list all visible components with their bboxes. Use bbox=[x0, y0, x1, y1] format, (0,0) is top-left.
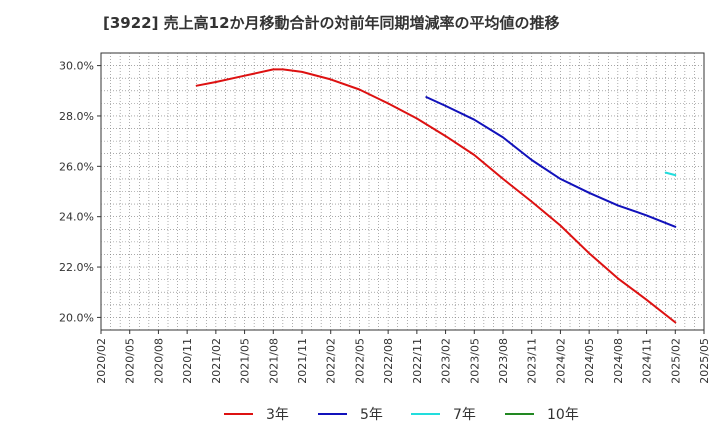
series-line-5年 bbox=[425, 96, 677, 228]
series-line-3年 bbox=[195, 68, 677, 324]
grid-layer bbox=[101, 53, 704, 330]
x-tick-label: 2024/02 bbox=[554, 338, 567, 384]
y-tick-label: 20.0% bbox=[59, 311, 94, 324]
x-tick-label: 2023/05 bbox=[468, 338, 481, 384]
x-tick-label: 2021/02 bbox=[210, 338, 223, 384]
x-tick-label: 2024/05 bbox=[583, 338, 596, 384]
x-tick-label: 2021/11 bbox=[296, 338, 309, 384]
x-tick-label: 2021/08 bbox=[267, 338, 280, 384]
x-tick-label: 2021/05 bbox=[239, 338, 252, 384]
x-tick-label: 2022/02 bbox=[325, 338, 338, 384]
x-tick-label: 2023/08 bbox=[497, 338, 510, 384]
y-tick-label: 30.0% bbox=[59, 60, 94, 73]
x-tick-label: 2022/11 bbox=[411, 338, 424, 384]
plot-background bbox=[100, 52, 705, 331]
series-line-7年 bbox=[664, 171, 677, 177]
x-tick-label: 2023/11 bbox=[526, 338, 539, 384]
x-tick-label: 2020/08 bbox=[152, 338, 165, 384]
x-tick-label: 2020/11 bbox=[181, 338, 194, 384]
y-axis: 30.0% 28.0% 26.0% 24.0% 22.0% 20.0% bbox=[59, 60, 101, 324]
x-tick-label: 2020/02 bbox=[95, 338, 108, 384]
x-tick-label: 2025/05 bbox=[698, 338, 711, 384]
legend-label: 5年 bbox=[360, 407, 383, 423]
y-tick-label: 24.0% bbox=[59, 211, 94, 224]
legend-label: 10年 bbox=[547, 407, 579, 423]
y-tick-label: 26.0% bbox=[59, 160, 94, 173]
chart-title: [3922] 売上高12か月移動合計の対前年同期増減率の平均値の推移 bbox=[103, 14, 560, 32]
x-tick-label: 2022/08 bbox=[382, 338, 395, 384]
legend-label: 7年 bbox=[453, 407, 476, 423]
y-tick-label: 28.0% bbox=[59, 110, 94, 123]
x-tick-label: 2023/02 bbox=[440, 338, 453, 384]
series-layer bbox=[195, 68, 677, 324]
x-tick-label: 2024/08 bbox=[612, 338, 625, 384]
x-tick-label: 2022/05 bbox=[353, 338, 366, 384]
legend: 3年 5年 7年 10年 bbox=[224, 407, 579, 423]
x-axis: 2020/02 2020/05 2020/08 2020/11 2021/02 2021/… bbox=[95, 330, 711, 384]
x-tick-label: 2024/11 bbox=[641, 338, 654, 384]
x-tick-label: 2025/02 bbox=[669, 338, 682, 384]
y-tick-label: 22.0% bbox=[59, 261, 94, 274]
x-tick-label: 2020/05 bbox=[124, 338, 137, 384]
legend-label: 3年 bbox=[266, 407, 289, 423]
